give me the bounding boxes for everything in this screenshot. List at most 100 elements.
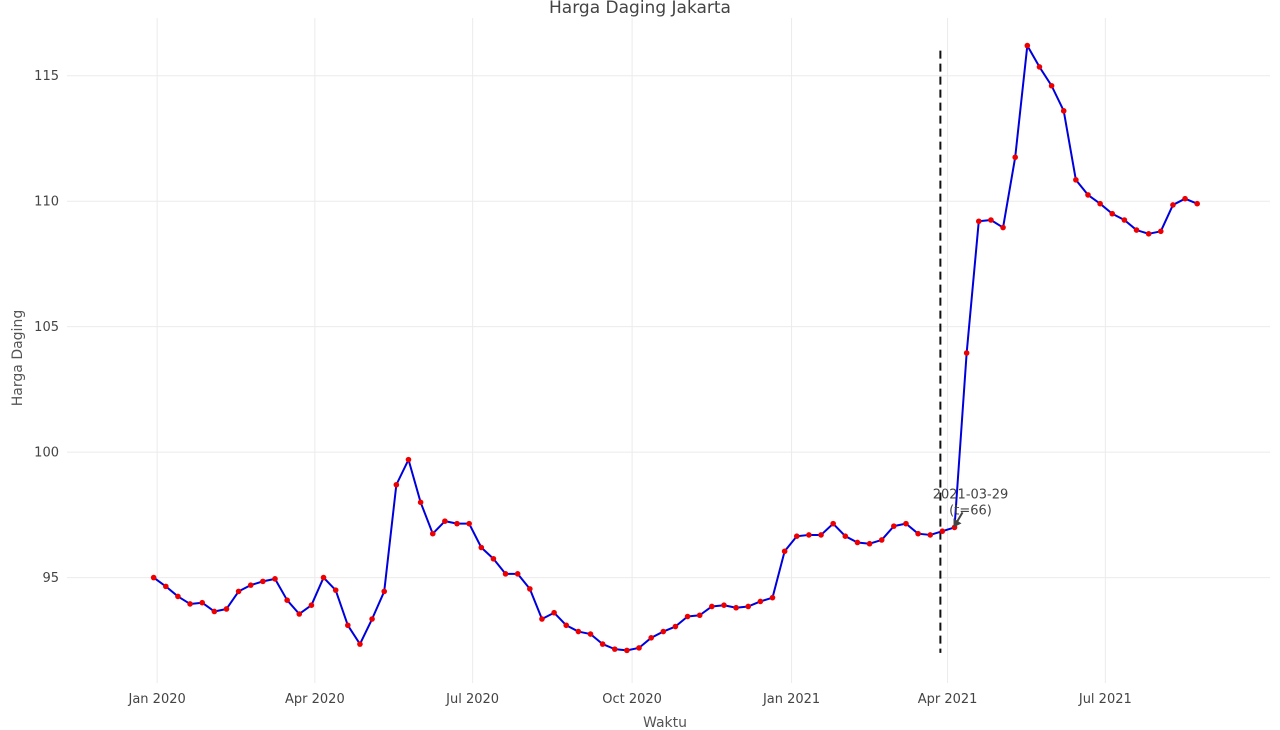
- data-point: [915, 530, 921, 537]
- data-point: [199, 599, 206, 606]
- data-point: [1060, 108, 1067, 114]
- data-point: [454, 520, 460, 527]
- data-point: [223, 606, 230, 612]
- data-point: [1133, 227, 1140, 233]
- data-point: [1012, 154, 1018, 161]
- data-point: [393, 481, 400, 488]
- data-point: [442, 518, 448, 524]
- data-point: [866, 540, 873, 547]
- data-point: [466, 520, 472, 527]
- x-axis-label: Waktu: [643, 715, 687, 730]
- data-point: [429, 530, 436, 537]
- data-point: [357, 641, 363, 647]
- data-point: [1182, 195, 1188, 202]
- data-point: [235, 588, 242, 595]
- data-point: [1121, 217, 1128, 223]
- data-point: [733, 604, 739, 611]
- x-tick-label: Apr 2021: [918, 692, 978, 707]
- data-point: [891, 523, 897, 529]
- data-point: [611, 646, 618, 652]
- data-point: [345, 622, 351, 629]
- data-point: [1000, 224, 1006, 231]
- data-point: [332, 587, 339, 593]
- data-point: [903, 520, 909, 527]
- data-point: [1109, 210, 1116, 217]
- data-point: [490, 555, 497, 562]
- tick-labels: 95 100 105 110 115 Jan 2020 Apr 2020 Jul 2020 Oc…: [34, 69, 1132, 707]
- data-point: [1036, 64, 1043, 70]
- data-point: [1194, 200, 1200, 207]
- annotation-arrowhead: [953, 518, 962, 528]
- data-point: [163, 583, 169, 590]
- data-point: [1145, 231, 1152, 237]
- data-point: [551, 609, 557, 616]
- data-point: [660, 628, 667, 635]
- y-tick-label: 105: [34, 320, 59, 335]
- x-tick-label: Jul 2021: [1078, 692, 1132, 707]
- data-point: [563, 622, 570, 629]
- data-point: [878, 537, 885, 543]
- data-point: [417, 499, 424, 506]
- data-point: [308, 602, 315, 609]
- data-point: [1170, 202, 1176, 208]
- data-point: [757, 598, 764, 605]
- series-line: [153, 44, 1198, 652]
- x-tick-label: Oct 2020: [602, 692, 662, 707]
- chart-title: Harga Daging Jakarta: [549, 0, 731, 18]
- data-point: [988, 217, 994, 223]
- data-point: [587, 631, 594, 637]
- x-tick-label: Jul 2020: [445, 692, 499, 707]
- data-point: [247, 582, 254, 588]
- data-point: [211, 608, 218, 615]
- data-point: [1097, 200, 1103, 207]
- data-point: [1048, 82, 1055, 89]
- data-point: [150, 574, 157, 581]
- data-point: [320, 574, 327, 581]
- data-point: [599, 641, 606, 647]
- y-tick-label: 110: [34, 195, 59, 210]
- data-point: [1157, 228, 1164, 235]
- data-point: [830, 520, 836, 527]
- y-axis-label: Harga Daging: [10, 310, 26, 406]
- data-point: [381, 588, 388, 595]
- y-tick-label: 115: [34, 69, 59, 84]
- series: [150, 42, 1200, 654]
- data-point: [175, 593, 181, 600]
- data-point: [709, 603, 715, 610]
- data-point: [818, 532, 824, 538]
- x-tick-label: Jan 2020: [128, 692, 186, 707]
- data-point: [927, 532, 934, 538]
- data-point: [806, 532, 812, 538]
- data-point: [745, 603, 752, 610]
- data-point: [672, 623, 679, 630]
- data-point: [369, 616, 375, 622]
- data-point: [187, 601, 193, 607]
- data-point: [854, 539, 861, 546]
- annotation-index: (t=66): [949, 503, 992, 518]
- data-point: [721, 602, 727, 609]
- data-point: [502, 571, 509, 577]
- data-point: [1024, 42, 1031, 49]
- data-point: [405, 456, 412, 463]
- data-point: [939, 528, 946, 534]
- data-point: [648, 635, 654, 641]
- annotation: 2021-03-29 (t=66): [933, 487, 1009, 528]
- data-point: [575, 628, 582, 635]
- y-tick-label: 100: [34, 446, 59, 461]
- data-point: [793, 533, 800, 539]
- data-point: [624, 647, 630, 654]
- data-point: [842, 533, 849, 539]
- data-point: [514, 571, 521, 577]
- annotation-date: 2021-03-29: [933, 487, 1009, 502]
- data-point: [478, 544, 485, 551]
- data-point: [260, 578, 266, 585]
- data-point: [781, 548, 788, 555]
- data-point: [296, 611, 303, 617]
- x-tick-label: Apr 2020: [285, 692, 345, 707]
- data-point: [696, 612, 703, 619]
- data-point: [1085, 192, 1091, 198]
- y-tick-label: 95: [42, 571, 59, 586]
- data-point: [527, 586, 533, 592]
